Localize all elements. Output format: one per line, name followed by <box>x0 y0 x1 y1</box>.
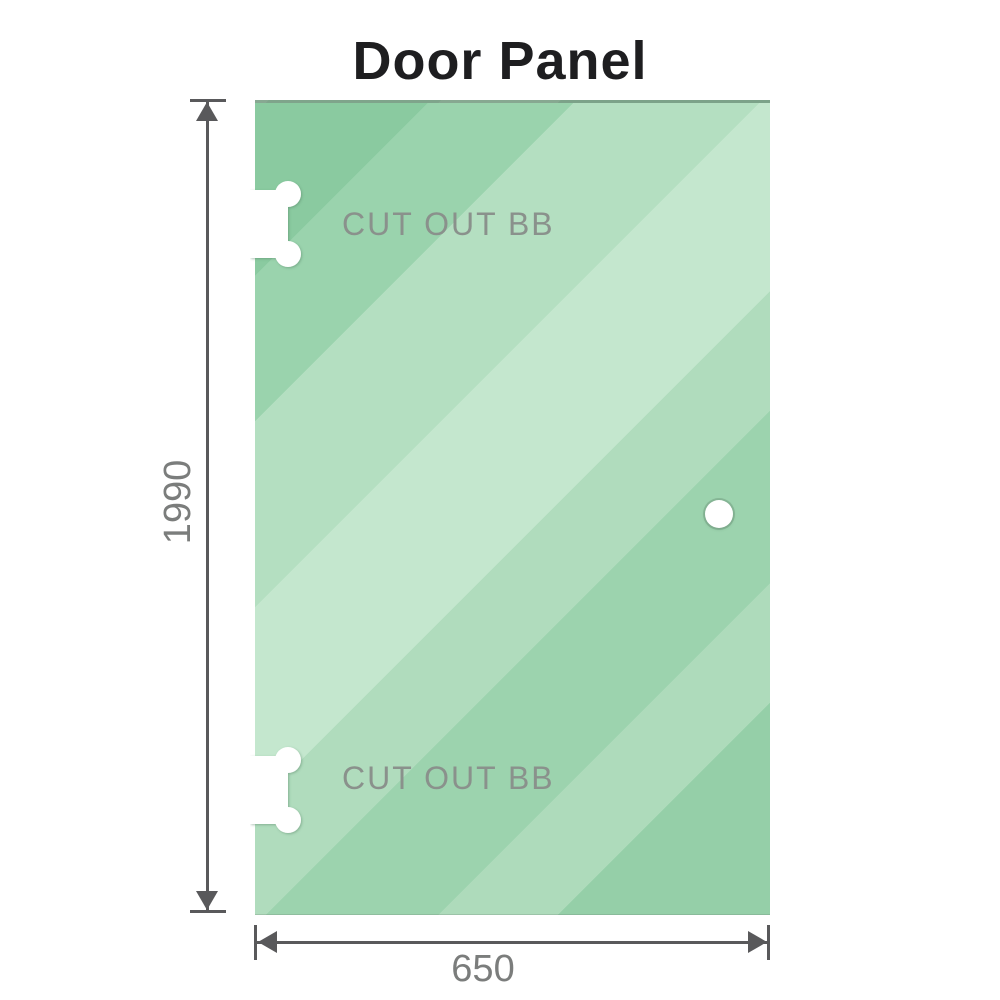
arrow-left-icon <box>258 931 277 953</box>
door-panel-glass <box>255 100 770 915</box>
dimension-tick-left <box>254 925 257 960</box>
hinge-cutout-top-icon <box>250 181 301 267</box>
cutout-shape <box>250 181 301 267</box>
width-dimension-value: 650 <box>451 948 515 990</box>
arrow-down-icon <box>196 891 218 910</box>
handle-hole <box>705 500 733 528</box>
height-dimension-value: 1990 <box>157 459 199 545</box>
cutout-label-top: CUT OUT BB <box>342 206 555 242</box>
cutout-label-bottom: CUT OUT BB <box>342 760 555 796</box>
dimension-cap-bottom <box>190 910 226 913</box>
width-dimension-line <box>257 941 768 944</box>
dimension-cap-top <box>190 99 226 102</box>
height-dimension-line <box>206 101 209 911</box>
page-title: Door Panel <box>352 31 648 91</box>
hinge-cutout-bottom-icon <box>250 747 301 833</box>
cutout-shape <box>250 747 301 833</box>
dimension-tick-right <box>767 925 770 960</box>
arrow-right-icon <box>748 931 767 953</box>
arrow-up-icon <box>196 102 218 121</box>
